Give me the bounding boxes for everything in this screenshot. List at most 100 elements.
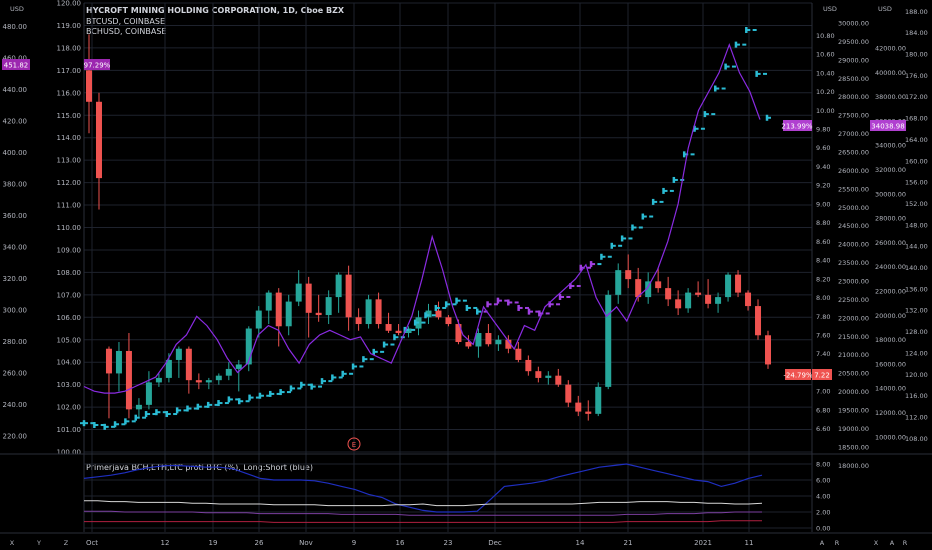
far-left-last-price-badge xyxy=(2,59,30,70)
x-axis-tick: Oct xyxy=(86,539,98,547)
left-axis-tick: 112.00 xyxy=(57,179,82,187)
bch-axis-tick: 10.40 xyxy=(816,69,835,77)
bch-pct-badge xyxy=(783,120,812,131)
left-last-price: 97.29% xyxy=(84,62,111,70)
far-left-axis-tick: 420.00 xyxy=(3,118,28,126)
candle xyxy=(665,288,672,300)
btc-axis-tick: 24000.00 xyxy=(838,241,869,249)
second-right-axis-tick: 16000.00 xyxy=(875,360,906,368)
candle xyxy=(495,339,502,345)
btc-axis-tick: 23000.00 xyxy=(838,277,869,285)
bch-axis-tick: 9.00 xyxy=(816,200,830,208)
far-right-axis-tick: 132.00 xyxy=(905,307,928,315)
btc-axis-tick: 25000.00 xyxy=(838,204,869,212)
neg-pct-badge xyxy=(785,369,811,380)
left-axis-tick: 111.00 xyxy=(57,202,82,210)
candle xyxy=(555,375,562,385)
candle xyxy=(325,297,332,316)
candle xyxy=(355,317,362,325)
second-right-axis-tick: 30000.00 xyxy=(875,190,906,198)
x-axis-tick: 16 xyxy=(396,539,405,547)
bch-axis-tick: 7.80 xyxy=(816,313,830,321)
candle xyxy=(515,348,522,360)
x-axis-tick: 26 xyxy=(255,539,264,547)
right-axis-unit: USD xyxy=(823,5,837,13)
btc-axis-tick: 19500.00 xyxy=(838,406,869,414)
left-axis-tick: 113.00 xyxy=(57,157,82,165)
candle xyxy=(165,359,172,378)
axis-toggle-icon: X xyxy=(874,539,879,547)
candle xyxy=(605,294,612,387)
bch-axis-tick: 10.60 xyxy=(816,51,835,59)
candle xyxy=(175,348,182,360)
bch-axis-tick: 10.80 xyxy=(816,32,835,40)
candle xyxy=(235,364,242,369)
candle xyxy=(285,301,292,327)
btc-axis-tick: 24500.00 xyxy=(838,222,869,230)
far-left-axis-tick: 440.00 xyxy=(3,86,28,94)
left-axis-tick: 105.00 xyxy=(57,336,82,344)
far-left-axis-tick: 280.00 xyxy=(3,338,28,346)
second-right-axis-tick: 34000.00 xyxy=(875,142,906,150)
candle xyxy=(255,310,262,329)
left-axis-tick: 118.00 xyxy=(57,44,82,52)
far-right-axis-tick: 108.00 xyxy=(905,435,928,443)
left-axis-tick: 120.00 xyxy=(57,0,82,8)
second-right-axis-tick: 38000.00 xyxy=(875,93,906,101)
bch-axis-tick: 9.40 xyxy=(816,163,830,171)
candle xyxy=(575,402,582,412)
candle xyxy=(305,283,312,313)
candle xyxy=(445,317,452,325)
second-right-axis-tick: 12000.00 xyxy=(875,409,906,417)
x-axis-tick: 9 xyxy=(352,539,356,547)
candle xyxy=(265,292,272,311)
btc-axis-tick: 28000.00 xyxy=(838,93,869,101)
chart-title: HYCROFT MINING HOLDING CORPORATION, 1D, … xyxy=(86,6,345,15)
candle xyxy=(115,350,122,374)
far-right-axis-tick: 164.00 xyxy=(905,136,928,144)
x-axis-tick: 11 xyxy=(745,539,754,547)
candle xyxy=(455,324,462,342)
btc-axis-tick: 20500.00 xyxy=(838,370,869,378)
far-left-axis-tick: 460.00 xyxy=(3,55,28,63)
neg-val-label: 7.22 xyxy=(814,372,830,380)
candle xyxy=(205,380,212,383)
left-axis-tick: 114.00 xyxy=(57,134,82,142)
candle xyxy=(745,292,752,307)
far-left-axis-tick: 260.00 xyxy=(3,370,28,378)
far-left-axis-tick: 300.00 xyxy=(3,307,28,315)
indicator-line xyxy=(84,520,762,523)
axis-toggle-icon: Y xyxy=(36,539,41,547)
indicator-line xyxy=(84,510,762,516)
btc-last-label: 34038.98 xyxy=(871,123,904,131)
candle xyxy=(635,279,642,298)
far-left-axis-tick: 480.00 xyxy=(3,23,28,31)
x-axis-tick: 19 xyxy=(209,539,218,547)
second-right-axis-tick: 26000.00 xyxy=(875,239,906,247)
candle xyxy=(475,333,482,347)
candle xyxy=(95,101,102,179)
far-left-axis-tick: 320.00 xyxy=(3,275,28,283)
x-axis-tick: 2021 xyxy=(694,539,712,547)
indicator-axis-tick: 0.00 xyxy=(816,525,830,533)
second-right-axis-tick: 20000.00 xyxy=(875,312,906,320)
left-axis-tick: 108.00 xyxy=(57,269,82,277)
candle xyxy=(86,70,92,102)
candle xyxy=(545,375,552,378)
earnings-marker xyxy=(347,437,361,451)
candle xyxy=(765,335,771,365)
bch-axis-tick: 10.20 xyxy=(816,88,835,96)
far-right-axis-tick: 160.00 xyxy=(905,157,928,165)
far-right-axis-tick: 188.00 xyxy=(905,8,928,16)
indicator-axis-tick: 4.00 xyxy=(816,493,830,501)
btc-axis-tick: 29500.00 xyxy=(838,38,869,46)
candle xyxy=(135,404,142,410)
indicator-line xyxy=(84,500,763,507)
candle xyxy=(485,333,492,345)
left-axis-tick: 104.00 xyxy=(57,359,82,367)
candle xyxy=(395,330,402,334)
x-axis-tick: Dec xyxy=(488,539,502,547)
far-left-axis-tick: 340.00 xyxy=(3,244,28,252)
btc-axis-tick: 21500.00 xyxy=(838,333,869,341)
